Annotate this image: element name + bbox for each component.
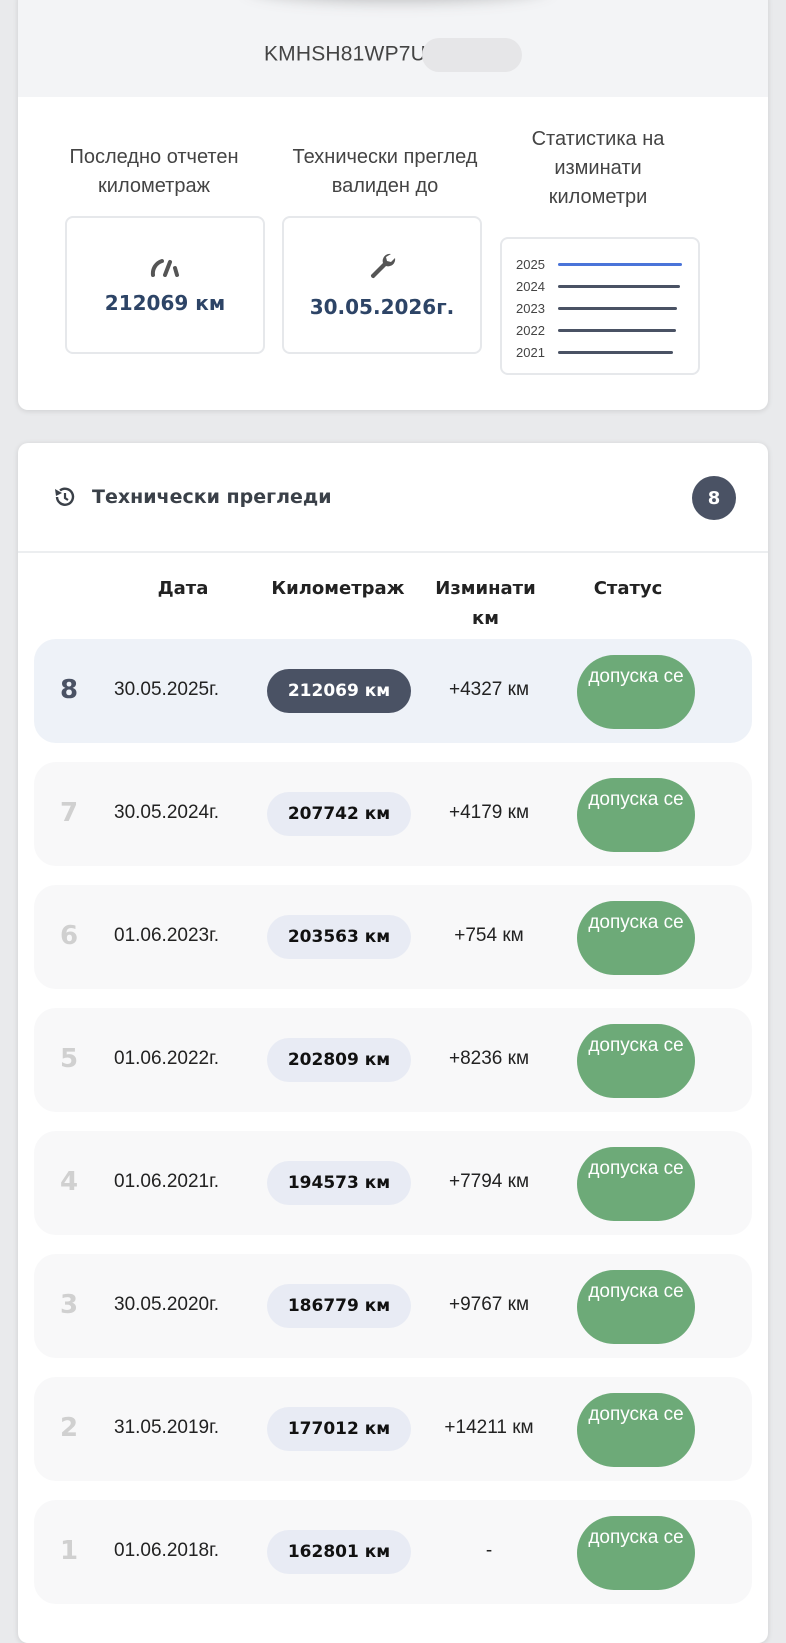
chart-bar [558,350,673,354]
column-header-status: Статус [593,578,663,599]
row-diff: - [485,1540,493,1561]
chart-year-label: 2023 [516,300,545,316]
row-status-badge: допуска се [577,778,695,852]
speedometer-icon [150,259,179,277]
mileage-label: Последно отчетен километраж [64,143,244,201]
row-date: 30.05.2024г. [114,802,219,823]
inspection-row[interactable]: 5 01.06.2022г. 202809 км +8236 км допуск… [34,1008,752,1112]
row-status-badge: допуска се [577,1147,695,1221]
inspection-row[interactable]: 3 30.05.2020г. 186779 км +9767 км допуск… [34,1254,752,1358]
column-header-mileage: Километраж [271,578,405,599]
row-diff: +754 км [454,925,524,946]
row-status-badge: допуска се [577,655,695,729]
row-status-badge: допуска се [577,1393,695,1467]
row-date: 01.06.2018г. [114,1540,219,1561]
column-header-date: Дата [157,578,209,599]
row-mileage-pill: 203563 км [267,915,411,959]
inspections-title: Технически прегледи [92,486,332,508]
vin-redaction [422,38,523,72]
inspections-count-badge: 8 [692,476,736,520]
chart-bar [558,262,682,266]
row-status-badge: допуска се [577,1024,695,1098]
inspections-header: Технически прегледи 8 [18,443,768,553]
mileage-value: 212069 км [104,291,226,315]
mileage-label-text: Последно отчетен километраж [69,146,239,197]
row-number: 5 [60,1044,79,1074]
chart-row: 2021 [516,341,684,363]
chart-row: 2023 [516,297,684,319]
chart-row: 2022 [516,319,684,341]
row-date: 30.05.2025г. [114,679,219,700]
row-number: 1 [60,1536,79,1566]
row-date: 01.06.2021г. [114,1171,219,1192]
row-number: 2 [60,1413,79,1443]
chart-bar [558,328,676,332]
row-number: 3 [60,1290,79,1320]
row-date: 01.06.2022г. [114,1048,219,1069]
vehicle-header: KMHSH81WP7U [18,0,768,97]
row-date: 30.05.2020г. [114,1294,219,1315]
chart-bar [558,306,677,310]
inspection-box: 30.05.2026г. [282,216,482,354]
row-diff: +4327 км [448,679,530,700]
chart-year-label: 2021 [516,344,545,360]
row-number: 4 [60,1167,79,1197]
inspection-row[interactable]: 6 01.06.2023г. 203563 км +754 км допуска… [34,885,752,989]
row-mileage-pill: 194573 км [267,1161,411,1205]
inspection-value: 30.05.2026г. [309,295,455,319]
row-mileage-pill: 162801 км [267,1530,411,1574]
inspection-row[interactable]: 1 01.06.2018г. 162801 км - допуска се [34,1500,752,1604]
row-mileage-pill: 202809 км [267,1038,411,1082]
row-diff: +14211 км [444,1417,534,1438]
inspection-row[interactable]: 4 01.06.2021г. 194573 км +7794 км допуск… [34,1131,752,1235]
chart-bar [558,284,680,288]
chart-row: 2025 [516,253,684,275]
mileage-chart[interactable]: 2025 2024 2023 2022 2021 [500,237,700,375]
row-diff: +4179 км [448,802,530,823]
column-header-diff: Изминати км [435,578,536,629]
vin-text: KMHSH81WP7U [263,42,427,66]
row-number: 8 [60,675,79,705]
inspection-row[interactable]: 7 30.05.2024г. 207742 км +4179 км допуск… [34,762,752,866]
wrench-icon [370,253,396,279]
row-status-badge: допуска се [577,1270,695,1344]
row-date: 31.05.2019г. [114,1417,219,1438]
row-mileage-pill: 212069 км [267,669,411,713]
chart-year-label: 2025 [516,256,545,272]
row-diff: +9767 км [448,1294,530,1315]
chart-year-label: 2022 [516,322,545,338]
row-diff: +8236 км [448,1048,530,1069]
chart-year-label: 2024 [516,278,545,294]
row-diff: +7794 км [448,1171,530,1192]
row-status-badge: допуска се [577,1516,695,1590]
row-number: 6 [60,921,79,951]
row-mileage-pill: 177012 км [267,1407,411,1451]
vin: KMHSH81WP7U [18,38,768,72]
inspections-card: Технически прегледи 8 Дата Километраж Из… [18,443,768,1643]
row-mileage-pill: 186779 км [267,1284,411,1328]
inspection-label: Технически преглед валиден до [280,143,490,201]
history-icon [55,487,75,506]
row-mileage-pill: 207742 км [267,792,411,836]
inspection-label-text: Технически преглед валиден до [292,146,478,197]
row-status-badge: допуска се [577,901,695,975]
chart-row: 2024 [516,275,684,297]
row-number: 7 [60,798,79,828]
inspection-row[interactable]: 8 30.05.2025г. 212069 км +4327 км допуск… [34,639,752,743]
chart-label: Статистика на изминати километри [508,125,688,212]
mileage-box: 212069 км [65,216,265,354]
inspection-row[interactable]: 2 31.05.2019г. 177012 км +14211 км допус… [34,1377,752,1481]
row-date: 01.06.2023г. [114,925,219,946]
chart-label-text: Статистика на изминати километри [531,128,665,208]
vehicle-summary-card: KMHSH81WP7U Последно отчетен километраж … [18,0,768,410]
